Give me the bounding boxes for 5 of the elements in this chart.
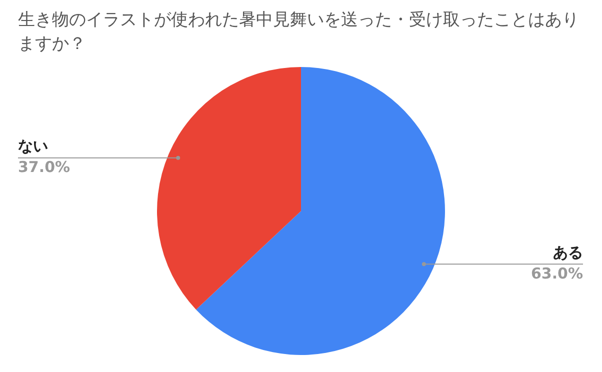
chart-title: 生き物のイラストが使われた暑中見舞いを送った・受け取ったことはありますか？ [18,9,580,56]
data-label: 37.0% [18,158,70,176]
slice-label: ない [18,137,48,156]
data-label: 63.0% [530,264,583,283]
slice-label: ある [553,244,583,262]
